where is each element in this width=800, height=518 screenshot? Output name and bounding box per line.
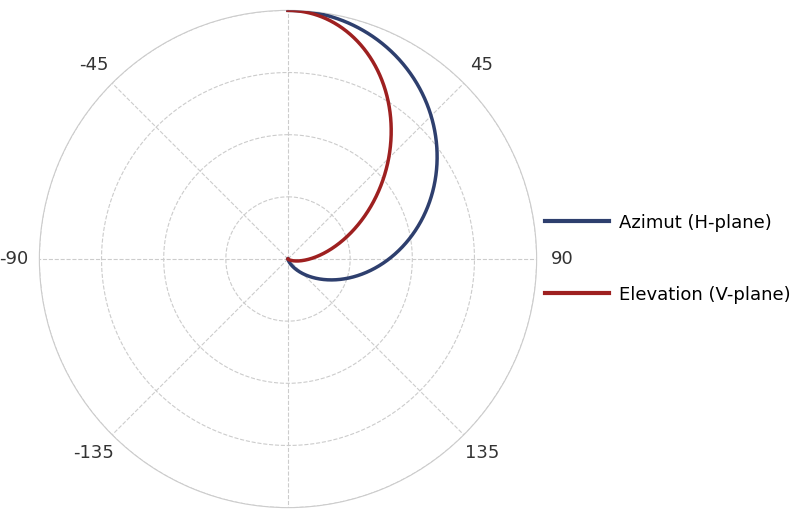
- Legend: Azimut (H-plane), Elevation (V-plane): Azimut (H-plane), Elevation (V-plane): [546, 213, 791, 305]
